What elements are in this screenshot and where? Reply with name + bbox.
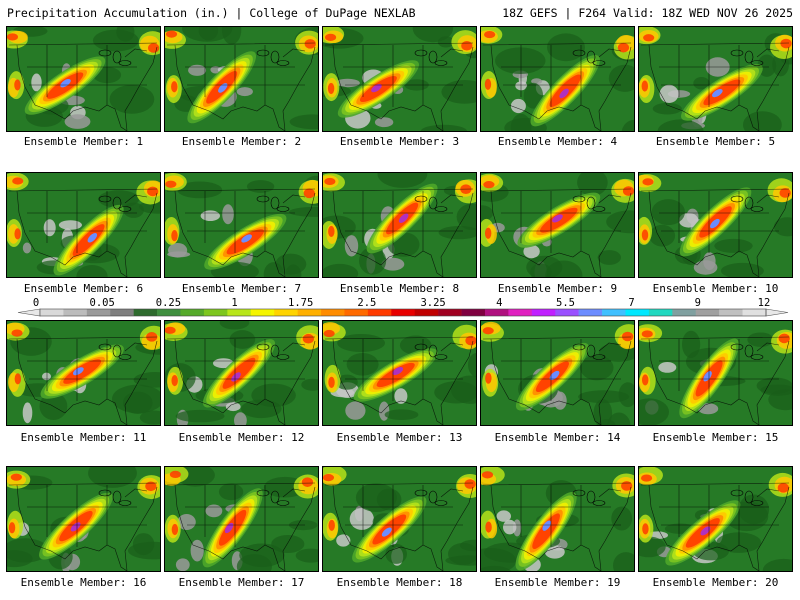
- colorbar-tick-label: 0.05: [89, 297, 115, 309]
- colorbar-swatch: [157, 309, 181, 316]
- ensemble-member-map: [322, 26, 477, 132]
- colorbar-swatch: [648, 309, 673, 316]
- ensemble-member-map: [638, 320, 793, 426]
- ensemble-member-map: [164, 466, 319, 572]
- ensemble-member-map: [638, 466, 793, 572]
- colorbar-tick-label: 1: [231, 297, 238, 309]
- ensemble-member-label: Ensemble Member: 2: [181, 135, 302, 148]
- colorbar-tick-label: 4: [496, 297, 503, 309]
- ensemble-member-map: [164, 320, 319, 426]
- ensemble-member-label: Ensemble Member: 9: [497, 282, 618, 295]
- colorbar-swatch: [695, 309, 720, 316]
- colorbar-swatch: [110, 309, 134, 316]
- colorbar-min-arrow: [17, 308, 41, 317]
- ensemble-member-map: [322, 466, 477, 572]
- colorbar-swatch: [321, 309, 345, 316]
- colorbar-swatch: [414, 309, 439, 316]
- model-valid-time: 18Z GEFS | F264 Valid: 18Z WED NOV 26 20…: [502, 6, 793, 20]
- colorbar-swatch: [625, 309, 650, 316]
- colorbar-swatch: [672, 309, 697, 316]
- colorbar-swatch: [86, 309, 111, 316]
- ensemble-member-map: [164, 26, 319, 132]
- colorbar-max-arrow: [765, 308, 789, 317]
- ensemble-member-label: Ensemble Member: 4: [497, 135, 618, 148]
- colorbar-swatch: [484, 309, 509, 316]
- colorbar-tick-label: 3.25: [420, 297, 446, 309]
- colorbar-swatch: [391, 309, 416, 316]
- ensemble-member-label: Ensemble Member: 14: [494, 431, 621, 444]
- colorbar-swatch: [203, 309, 228, 316]
- ensemble-member-map: [6, 320, 161, 426]
- colorbar-swatch: [602, 309, 626, 316]
- ensemble-member-label: Ensemble Member: 7: [181, 282, 302, 295]
- ensemble-member-label: Ensemble Member: 6: [23, 282, 144, 295]
- colorbar-tick-label: 2.5: [357, 297, 377, 309]
- ensemble-member-label: Ensemble Member: 5: [655, 135, 776, 148]
- colorbar-tick-label: 12: [757, 297, 771, 309]
- ensemble-member-label: Ensemble Member: 20: [652, 576, 779, 589]
- colorbar-swatch: [40, 309, 64, 316]
- ensemble-member-map: [480, 320, 635, 426]
- ensemble-member-map: [480, 466, 635, 572]
- ensemble-member-label: Ensemble Member: 13: [336, 431, 463, 444]
- ensemble-member-map: [322, 172, 477, 278]
- ensemble-member-label: Ensemble Member: 19: [494, 576, 621, 589]
- ensemble-member-map: [480, 172, 635, 278]
- colorbar-swatch: [461, 309, 486, 316]
- colorbar-swatch: [742, 309, 767, 316]
- colorbar-tick-label: 5.5: [556, 297, 575, 309]
- colorbar-swatch: [227, 309, 252, 316]
- colorbar-swatch: [274, 309, 298, 316]
- ensemble-member-label: Ensemble Member: 17: [178, 576, 305, 589]
- ensemble-member-label: Ensemble Member: 10: [652, 282, 779, 295]
- ensemble-member-map: [638, 26, 793, 132]
- colorbar-tick-label: 7: [628, 297, 635, 309]
- colorbar-swatch: [555, 309, 579, 316]
- ensemble-member-map: [638, 172, 793, 278]
- ensemble-member-map: [322, 320, 477, 426]
- colorbar-swatch: [250, 309, 275, 316]
- page-title: Precipitation Accumulation (in.) | Colle…: [7, 6, 416, 20]
- colorbar-tick-label: 0.25: [155, 297, 182, 309]
- ensemble-member-map: [6, 466, 161, 572]
- ensemble-member-map: [480, 26, 635, 132]
- colorbar-swatch: [133, 309, 158, 316]
- colorbar-swatch: [344, 309, 369, 316]
- ensemble-member-label: Ensemble Member: 15: [652, 431, 779, 444]
- colorbar-swatch: [297, 309, 322, 316]
- colorbar-swatch: [508, 309, 533, 316]
- colorbar: 0 0.05 0.25 1 1.75 2.5 3.25 4 5.5 7 9 12: [0, 297, 800, 319]
- ensemble-member-label: Ensemble Member: 16: [20, 576, 147, 589]
- ensemble-member-label: Ensemble Member: 8: [339, 282, 460, 295]
- colorbar-swatch: [578, 309, 603, 316]
- colorbar-tick-label: 1.75: [288, 297, 314, 309]
- colorbar-swatch: [63, 309, 88, 316]
- ensemble-member-label: Ensemble Member: 18: [336, 576, 463, 589]
- ensemble-member-map: [6, 26, 161, 132]
- colorbar-swatch: [180, 309, 205, 316]
- ensemble-member-label: Ensemble Member: 12: [178, 431, 305, 444]
- ensemble-member-label: Ensemble Member: 1: [23, 135, 144, 148]
- ensemble-member-label: Ensemble Member: 3: [339, 135, 460, 148]
- colorbar-swatch: [531, 309, 556, 316]
- colorbar-scale: [17, 308, 789, 317]
- colorbar-swatch: [367, 309, 392, 316]
- ensemble-member-label: Ensemble Member: 11: [20, 431, 147, 444]
- ensemble-member-map: [164, 172, 319, 278]
- colorbar-swatch: [719, 309, 743, 316]
- colorbar-tick-label: 0: [32, 297, 40, 309]
- ensemble-member-map: [6, 172, 161, 278]
- colorbar-tick-label: 9: [694, 297, 701, 309]
- colorbar-swatch: [438, 309, 462, 316]
